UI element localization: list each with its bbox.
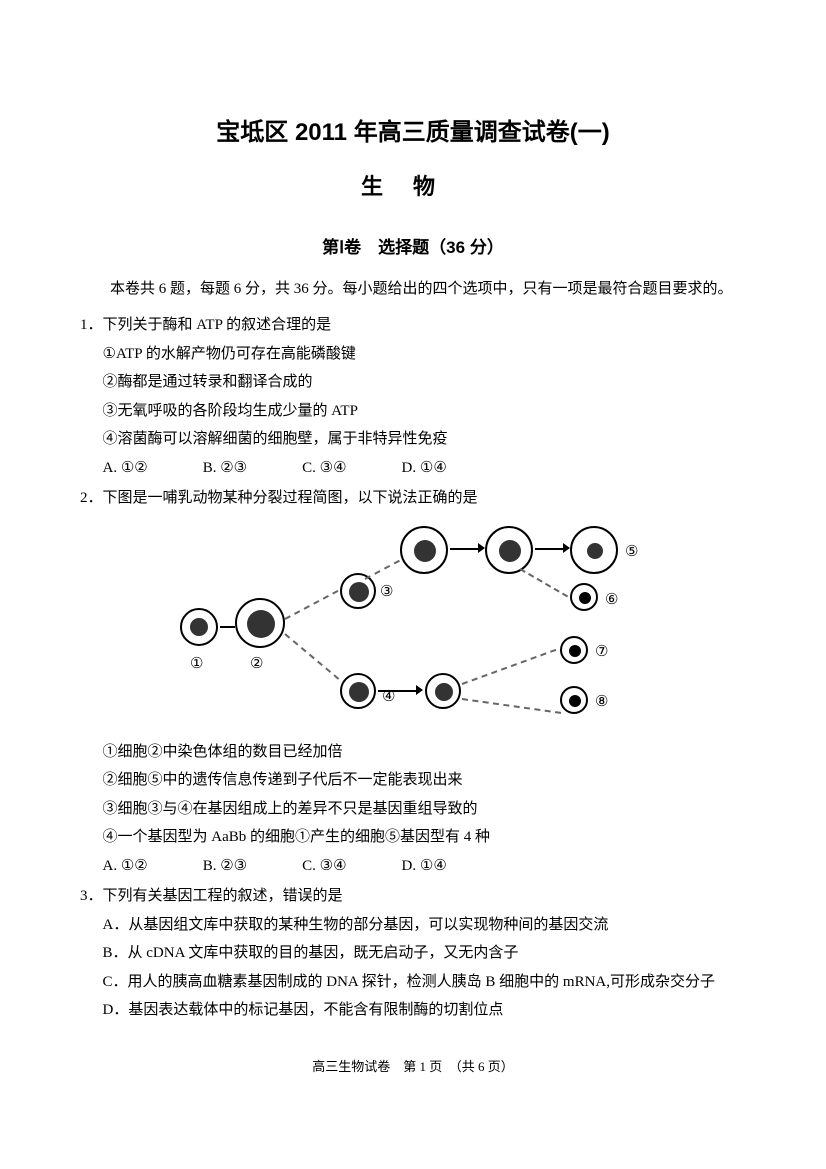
question-3: 3．下列有关基因工程的叙述，错误的是 A．从基因组文库中获取的某种生物的部分基因… [80, 882, 746, 1025]
exam-subject: 生物 [80, 166, 746, 208]
q1-opt-b: B. ②③ [203, 454, 247, 483]
section-header: 第Ⅰ卷 选择题（36 分） [80, 232, 746, 264]
q2-opt-b: B. ②③ [203, 852, 247, 881]
label-2: ② [250, 650, 263, 679]
q2-s4: ④一个基因型为 AaBb 的细胞①产生的细胞⑤基因型有 4 种 [80, 823, 746, 852]
q2-s3: ③细胞③与④在基因组成上的差异不只是基因重组导致的 [80, 795, 746, 824]
q3-stem: 3．下列有关基因工程的叙述，错误的是 [80, 882, 746, 911]
label-8: ⑧ [595, 688, 608, 717]
question-1: 1．下列关于酶和 ATP 的叙述合理的是 ①ATP 的水解产物仍可存在高能磷酸键… [80, 311, 746, 482]
instructions: 本卷共 6 题，每题 6 分，共 36 分。每小题给出的四个选项中，只有一项是最… [80, 275, 746, 304]
q1-opt-c: C. ③④ [302, 454, 346, 483]
q1-s4: ④溶菌酶可以溶解细菌的细胞壁，属于非特异性免疫 [80, 425, 746, 454]
label-4: ④ [382, 683, 395, 712]
q1-s1: ①ATP 的水解产物仍可存在高能磷酸键 [80, 340, 746, 369]
q2-opt-d: D. ①④ [402, 852, 447, 881]
q1-s2: ②酶都是通过转录和翻译合成的 [80, 368, 746, 397]
label-3: ③ [380, 578, 393, 607]
q1-s3: ③无氧呼吸的各阶段均生成少量的 ATP [80, 397, 746, 426]
q2-s1: ①细胞②中染色体组的数目已经加倍 [80, 738, 746, 767]
cell-division-diagram: ① ② ③ ④ ⑤ [80, 518, 746, 728]
q1-opt-d: D. ①④ [402, 454, 447, 483]
q2-s2: ②细胞⑤中的遗传信息传递到子代后不一定能表现出来 [80, 766, 746, 795]
page-footer: 高三生物试卷 第 1 页 （共 6 页） [80, 1055, 746, 1080]
label-1: ① [190, 650, 203, 679]
exam-title: 宝坻区 2011 年高三质量调查试卷(一) [80, 110, 746, 156]
question-2: 2．下图是一哺乳动物某种分裂过程简图，以下说法正确的是 ① ② ③ ④ [80, 484, 746, 880]
q2-opt-a: A. ①② [103, 852, 148, 881]
q2-opt-c: C. ③④ [302, 852, 346, 881]
q3-opt-b: B．从 cDNA 文库中获取的目的基因，既无启动子，又无内含子 [80, 939, 746, 968]
q3-opt-a: A．从基因组文库中获取的某种生物的部分基因，可以实现物种间的基因交流 [80, 911, 746, 940]
q1-opt-a: A. ①② [103, 454, 148, 483]
label-6: ⑥ [605, 586, 618, 615]
label-5: ⑤ [625, 538, 638, 567]
q3-opt-d: D．基因表达载体中的标记基因，不能含有限制酶的切割位点 [80, 996, 746, 1025]
q2-stem: 2．下图是一哺乳动物某种分裂过程简图，以下说法正确的是 [80, 484, 746, 513]
q3-opt-c: C．用人的胰高血糖素基因制成的 DNA 探针，检测人胰岛 B 细胞中的 mRNA… [103, 968, 747, 997]
q1-stem: 1．下列关于酶和 ATP 的叙述合理的是 [80, 311, 746, 340]
label-7: ⑦ [595, 638, 608, 667]
